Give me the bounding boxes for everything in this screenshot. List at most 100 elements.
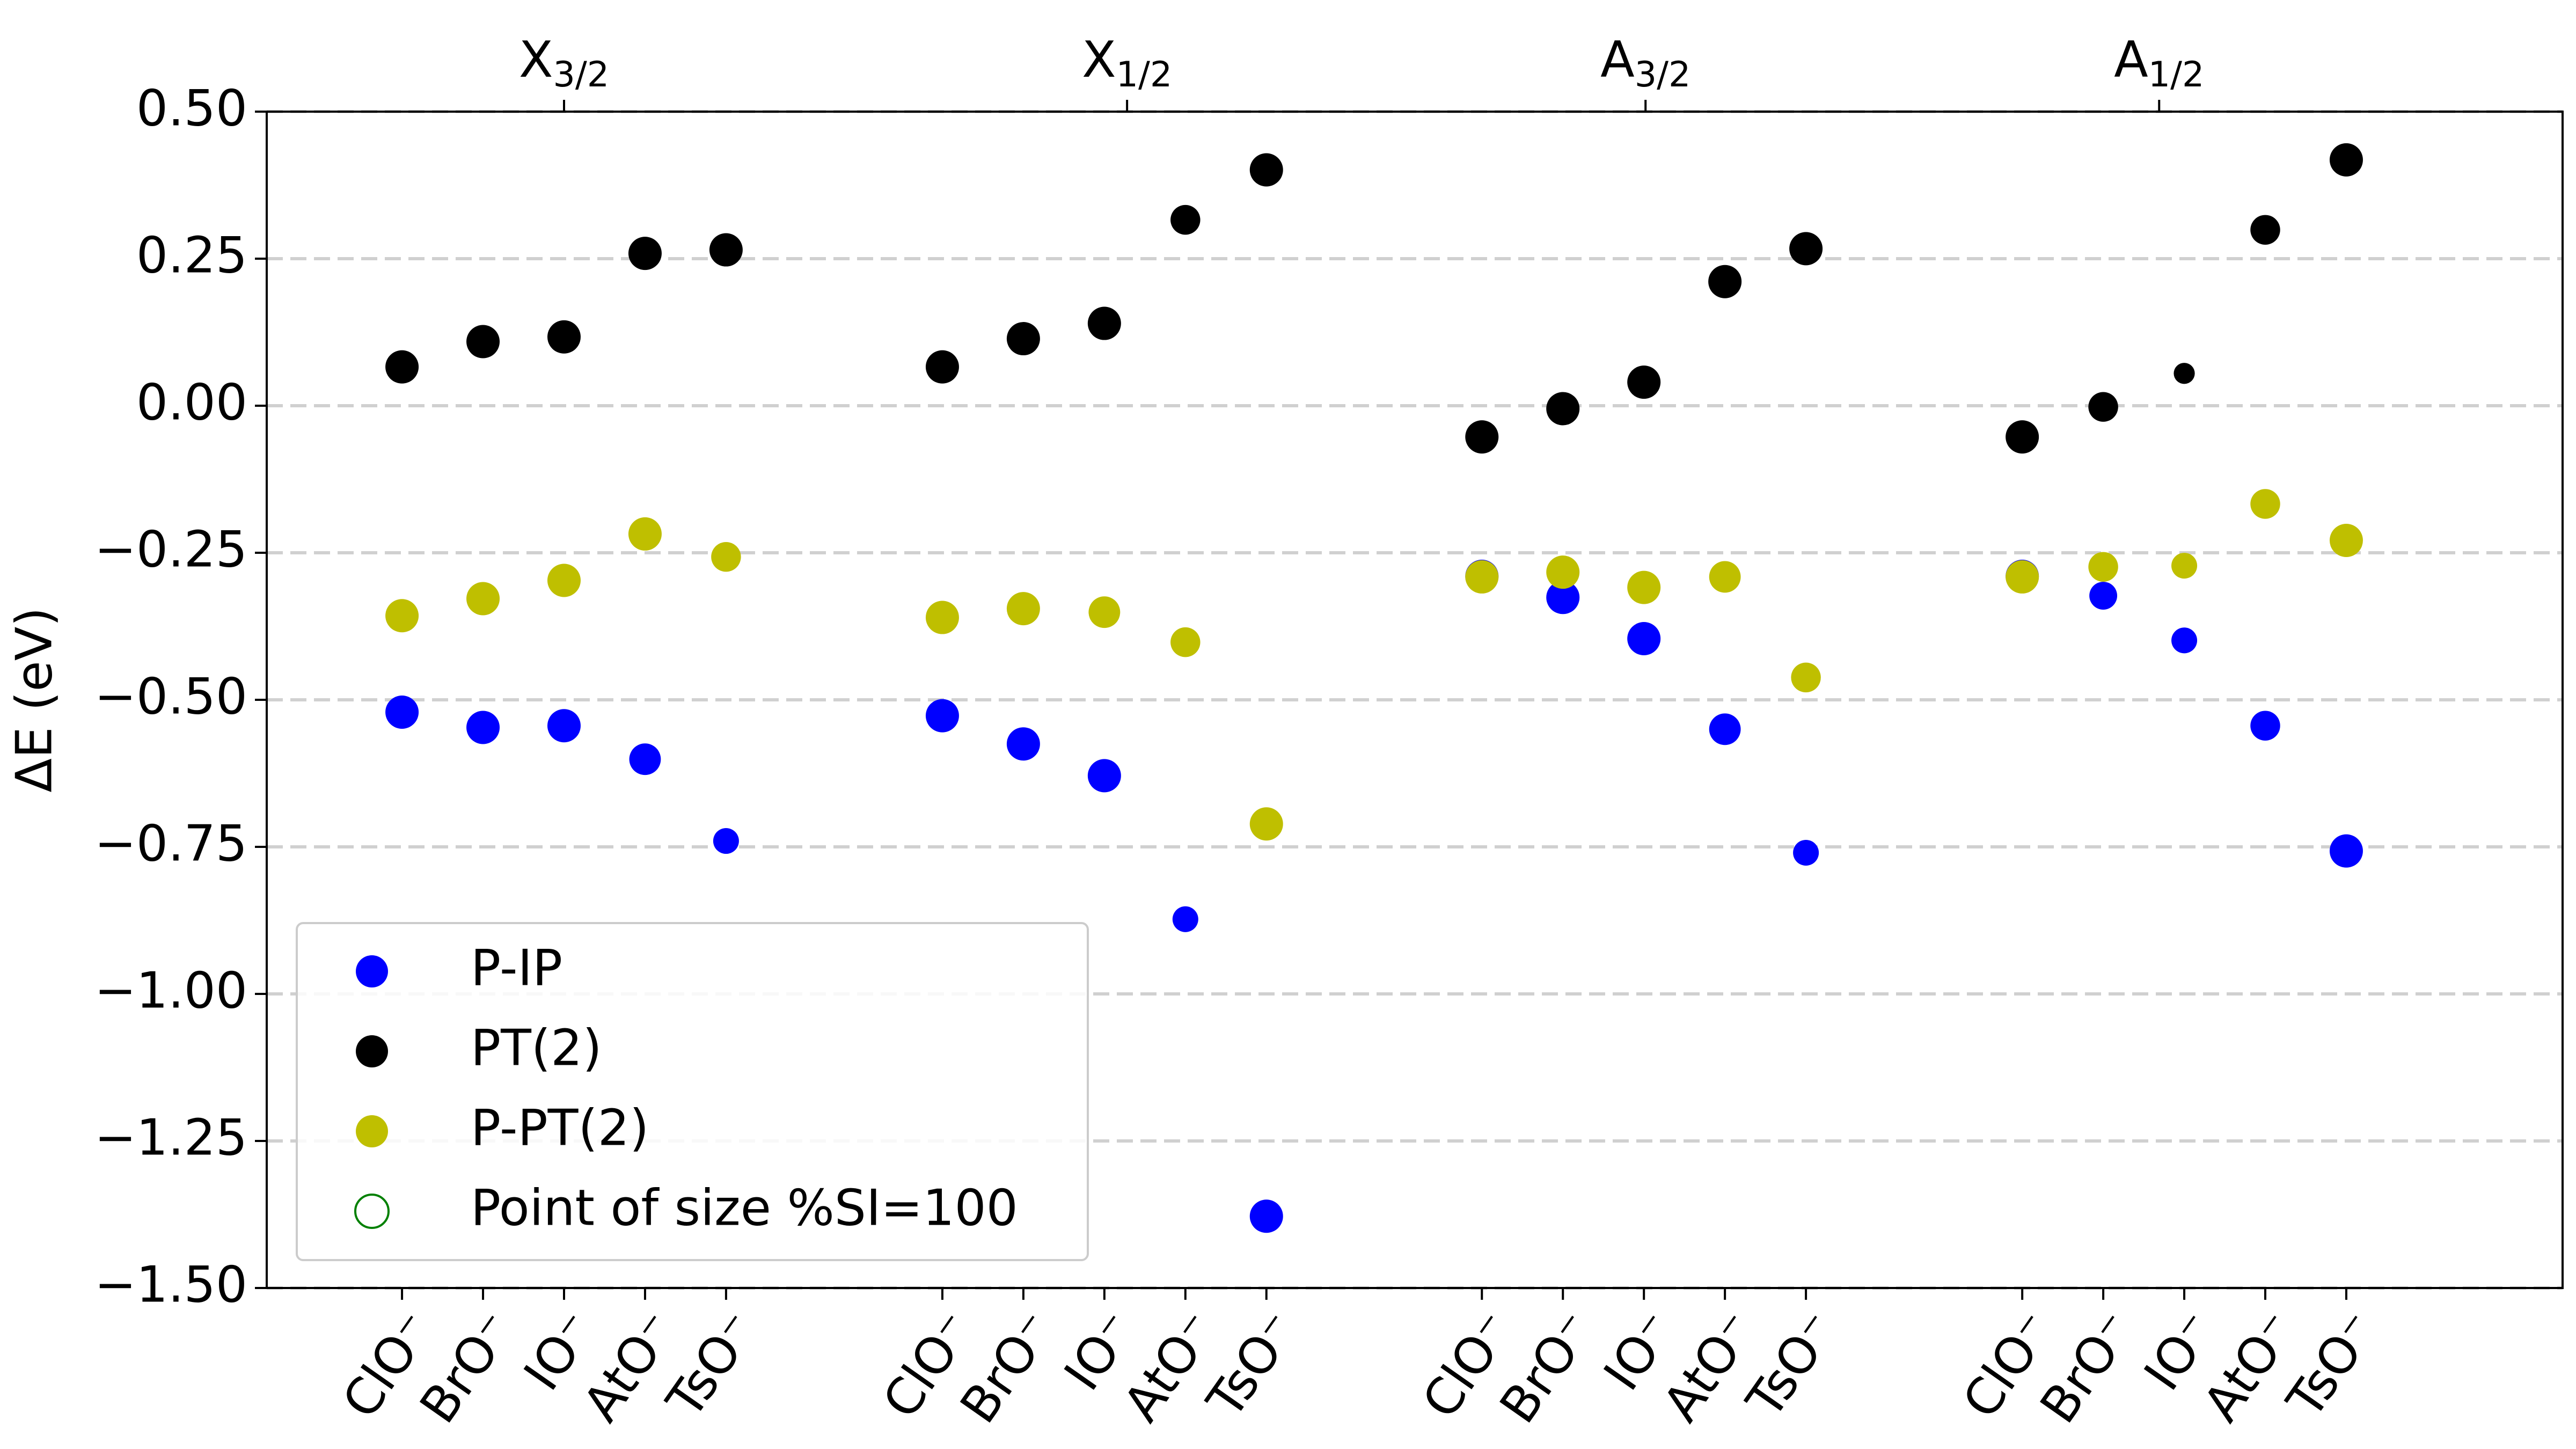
point: [1627, 622, 1661, 656]
point: [466, 582, 500, 616]
point: [2329, 834, 2363, 868]
point: [1006, 322, 1040, 356]
x-tick-label: AtO⁻: [1113, 1301, 1228, 1432]
point: [385, 599, 419, 633]
point: [2329, 523, 2363, 557]
point: [1789, 232, 1823, 266]
y-tick-label: −1.50: [94, 1255, 247, 1313]
point: [1465, 420, 1499, 454]
point: [1546, 555, 1580, 589]
point: [1087, 306, 1121, 340]
top-tick-symbol: X: [1082, 31, 1116, 89]
point: [1172, 906, 1198, 932]
point: [2006, 420, 2039, 454]
y-tick-label: 0.50: [136, 79, 247, 137]
y-tick-label: −0.25: [94, 520, 247, 578]
point: [709, 233, 743, 267]
point: [1088, 596, 1121, 628]
legend-marker: [356, 1115, 388, 1147]
point: [1791, 662, 1821, 693]
point: [1170, 204, 1201, 235]
point: [713, 828, 739, 854]
point: [466, 325, 500, 358]
point: [925, 699, 959, 733]
point: [628, 237, 662, 270]
x-tick-label: BrO⁻: [2029, 1301, 2146, 1433]
point: [466, 711, 500, 744]
x-tick-label: TsO⁻: [2275, 1301, 2389, 1429]
x-tick-label: TsO⁻: [1735, 1301, 1848, 1429]
x-tick-label: TsO⁻: [1196, 1301, 1309, 1429]
point: [1465, 560, 1499, 594]
legend-marker: [356, 1035, 388, 1067]
top-tick-symbol: X: [519, 31, 553, 89]
top-tick-label: A1/2: [2114, 31, 2204, 95]
legend-label: Point of size %SI=100: [471, 1179, 1018, 1236]
x-tick-label: AtO⁻: [2192, 1301, 2308, 1432]
x-tick-label: BrO⁻: [409, 1301, 525, 1433]
point: [2329, 143, 2363, 177]
legend-marker: [354, 1194, 390, 1229]
top-tick-label: X3/2: [519, 31, 609, 95]
point: [711, 541, 741, 572]
top-tick-label: A3/2: [1600, 31, 1690, 95]
point: [2089, 582, 2118, 610]
point: [1709, 561, 1741, 593]
y-tick-label: −1.25: [94, 1108, 247, 1166]
x-tick-label: AtO⁻: [572, 1301, 687, 1432]
legend-label: P-IP: [471, 939, 562, 997]
top-tick-symbol: A: [1600, 31, 1635, 89]
top-tick-subscript: 1/2: [1116, 55, 1173, 95]
point: [2088, 392, 2118, 422]
top-tick-subscript: 3/2: [1635, 55, 1691, 95]
top-tick-symbol: A: [2114, 31, 2148, 89]
point: [2250, 711, 2280, 741]
point: [2171, 627, 2198, 654]
top-tick-label: X1/2: [1082, 31, 1172, 95]
legend-label: PT(2): [471, 1019, 602, 1077]
point: [629, 743, 661, 775]
legend-box: [296, 922, 1089, 1261]
y-tick-label: −1.00: [94, 961, 247, 1019]
point: [925, 350, 959, 384]
point: [2174, 363, 2195, 384]
y-axis-label: ΔE (eV): [5, 607, 63, 792]
point: [547, 320, 581, 354]
point: [2250, 215, 2280, 245]
x-tick-label: AtO⁻: [1652, 1301, 1767, 1432]
point: [1546, 581, 1580, 614]
legend-label: P-PT(2): [471, 1099, 649, 1157]
y-tick-label: −0.75: [94, 814, 247, 872]
point: [2006, 560, 2039, 594]
point: [1708, 265, 1742, 298]
point: [1627, 365, 1661, 399]
y-tick-label: 0.25: [136, 226, 247, 284]
point: [2171, 553, 2198, 579]
point: [1249, 1199, 1283, 1233]
point: [1793, 839, 1819, 866]
point: [547, 709, 581, 743]
x-tick-label: BrO⁻: [1489, 1301, 1605, 1433]
point: [1249, 807, 1283, 841]
point: [2250, 489, 2280, 519]
y-tick-label: −0.50: [94, 667, 247, 725]
point: [1627, 570, 1661, 604]
point: [1087, 759, 1121, 793]
point: [1170, 627, 1201, 657]
point: [1546, 392, 1580, 426]
plot-frame: [266, 111, 2564, 1289]
point: [2088, 552, 2118, 582]
point: [925, 601, 959, 634]
top-tick-subscript: 3/2: [553, 55, 610, 95]
point: [547, 564, 581, 597]
point: [385, 696, 419, 729]
point: [628, 517, 662, 551]
point: [1006, 727, 1040, 761]
y-tick-label: 0.00: [136, 373, 247, 431]
point: [1709, 713, 1741, 745]
top-tick-subscript: 1/2: [2148, 55, 2205, 95]
point: [1249, 153, 1283, 187]
point: [1006, 592, 1040, 626]
x-tick-label: BrO⁻: [949, 1301, 1066, 1433]
